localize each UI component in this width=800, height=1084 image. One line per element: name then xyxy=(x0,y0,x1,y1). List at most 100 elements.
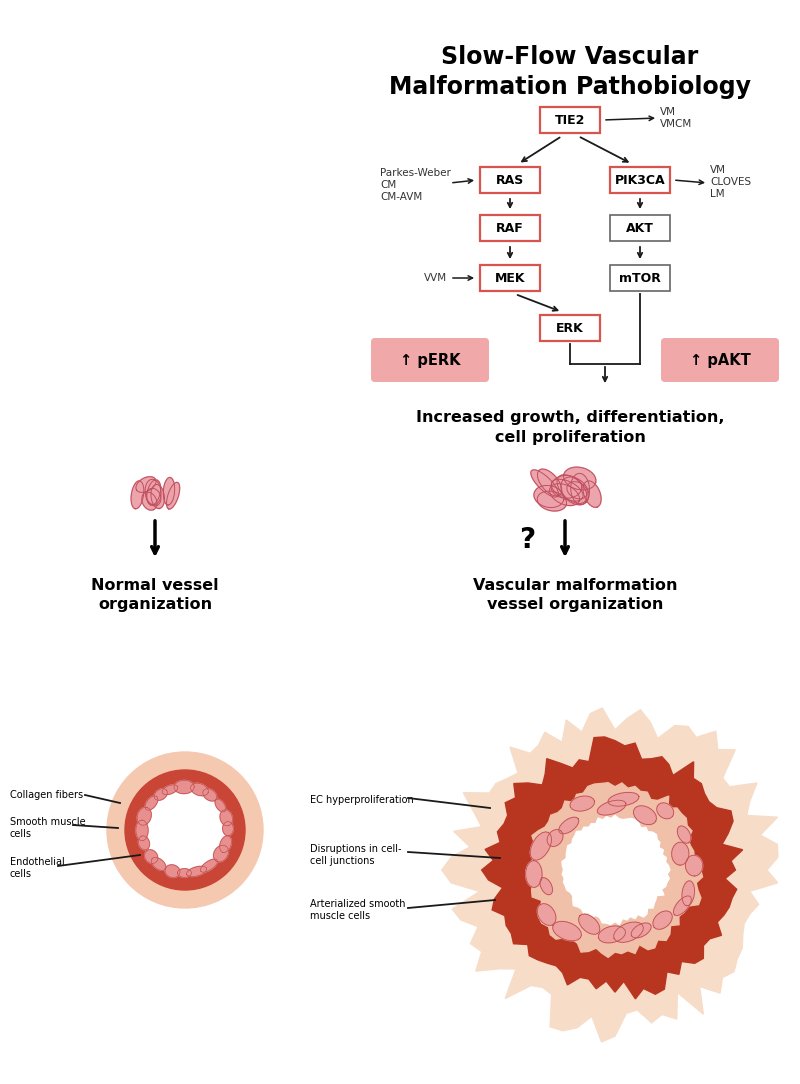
Polygon shape xyxy=(551,479,583,501)
Polygon shape xyxy=(482,737,742,998)
Polygon shape xyxy=(138,836,150,850)
Polygon shape xyxy=(131,481,144,508)
Text: VVM: VVM xyxy=(424,273,447,283)
Circle shape xyxy=(125,770,245,890)
Polygon shape xyxy=(136,477,156,492)
Polygon shape xyxy=(653,911,672,929)
Text: Slow-Flow Vascular
Malformation Pathobiology: Slow-Flow Vascular Malformation Pathobio… xyxy=(389,46,751,99)
Polygon shape xyxy=(570,474,590,505)
Polygon shape xyxy=(147,480,161,505)
Polygon shape xyxy=(634,805,657,825)
FancyBboxPatch shape xyxy=(480,264,540,291)
Text: MEK: MEK xyxy=(494,271,526,284)
FancyBboxPatch shape xyxy=(371,338,489,382)
FancyBboxPatch shape xyxy=(610,215,670,241)
Polygon shape xyxy=(186,866,206,877)
Polygon shape xyxy=(154,789,167,800)
FancyBboxPatch shape xyxy=(480,167,540,193)
Polygon shape xyxy=(598,926,626,943)
Polygon shape xyxy=(534,486,564,507)
Polygon shape xyxy=(145,796,158,810)
Text: EC hyperproliferation: EC hyperproliferation xyxy=(310,795,414,805)
Polygon shape xyxy=(145,850,158,864)
Polygon shape xyxy=(631,922,651,938)
Polygon shape xyxy=(131,481,144,508)
Polygon shape xyxy=(163,477,174,505)
Polygon shape xyxy=(190,784,208,796)
Text: RAS: RAS xyxy=(496,173,524,186)
Polygon shape xyxy=(583,481,601,507)
Polygon shape xyxy=(686,855,702,876)
Polygon shape xyxy=(608,792,639,806)
Polygon shape xyxy=(537,491,566,511)
Text: Normal vessel
organization: Normal vessel organization xyxy=(91,578,219,611)
Polygon shape xyxy=(145,479,161,505)
Polygon shape xyxy=(557,475,587,503)
Polygon shape xyxy=(547,829,563,847)
Polygon shape xyxy=(553,921,582,941)
Polygon shape xyxy=(165,865,180,878)
Polygon shape xyxy=(163,477,174,505)
Polygon shape xyxy=(570,474,590,505)
Text: RAF: RAF xyxy=(496,221,524,234)
FancyBboxPatch shape xyxy=(480,215,540,241)
Polygon shape xyxy=(151,485,165,508)
FancyBboxPatch shape xyxy=(540,315,600,341)
Polygon shape xyxy=(215,799,226,812)
Text: ↑ pERK: ↑ pERK xyxy=(400,352,460,367)
Polygon shape xyxy=(151,857,166,870)
Polygon shape xyxy=(563,467,596,490)
Text: mTOR: mTOR xyxy=(619,271,661,284)
Polygon shape xyxy=(682,881,694,906)
Polygon shape xyxy=(672,842,689,865)
FancyBboxPatch shape xyxy=(610,167,670,193)
Polygon shape xyxy=(561,477,589,505)
Text: Smooth muscle
cells: Smooth muscle cells xyxy=(10,817,86,839)
Polygon shape xyxy=(166,482,180,509)
Polygon shape xyxy=(530,469,558,498)
Circle shape xyxy=(145,790,225,870)
Polygon shape xyxy=(561,477,589,505)
FancyBboxPatch shape xyxy=(661,338,779,382)
Polygon shape xyxy=(559,817,579,834)
Polygon shape xyxy=(557,475,587,503)
Text: VM
CLOVES
LM: VM CLOVES LM xyxy=(710,165,751,199)
Polygon shape xyxy=(220,810,233,826)
Polygon shape xyxy=(142,492,157,511)
Polygon shape xyxy=(551,476,582,499)
Polygon shape xyxy=(146,488,161,506)
Polygon shape xyxy=(203,789,217,801)
Text: AKT: AKT xyxy=(626,221,654,234)
Text: VM
VMCM: VM VMCM xyxy=(660,107,692,129)
Polygon shape xyxy=(136,820,148,841)
Polygon shape xyxy=(151,485,165,508)
Polygon shape xyxy=(538,469,562,496)
Text: TIE2: TIE2 xyxy=(555,114,585,127)
Polygon shape xyxy=(540,878,553,894)
Polygon shape xyxy=(550,483,579,505)
FancyBboxPatch shape xyxy=(540,107,600,133)
Polygon shape xyxy=(537,491,566,511)
Polygon shape xyxy=(534,486,564,507)
Polygon shape xyxy=(567,481,587,499)
Polygon shape xyxy=(147,480,161,505)
Polygon shape xyxy=(678,826,690,843)
Polygon shape xyxy=(174,780,194,793)
Polygon shape xyxy=(214,846,229,862)
Polygon shape xyxy=(550,483,579,505)
Polygon shape xyxy=(142,492,157,511)
Text: ?: ? xyxy=(519,526,535,554)
Polygon shape xyxy=(442,708,778,1042)
Polygon shape xyxy=(567,481,587,499)
Text: PIK3CA: PIK3CA xyxy=(614,173,666,186)
Text: Arterialized smooth
muscle cells: Arterialized smooth muscle cells xyxy=(310,900,406,920)
Polygon shape xyxy=(530,831,551,860)
Polygon shape xyxy=(201,859,218,873)
Text: Parkes-Weber
CM
CM-AVM: Parkes-Weber CM CM-AVM xyxy=(380,168,451,203)
Polygon shape xyxy=(598,800,626,815)
Polygon shape xyxy=(178,868,191,877)
Polygon shape xyxy=(162,785,178,795)
Polygon shape xyxy=(222,822,234,836)
Polygon shape xyxy=(137,808,151,825)
Text: ERK: ERK xyxy=(556,322,584,335)
